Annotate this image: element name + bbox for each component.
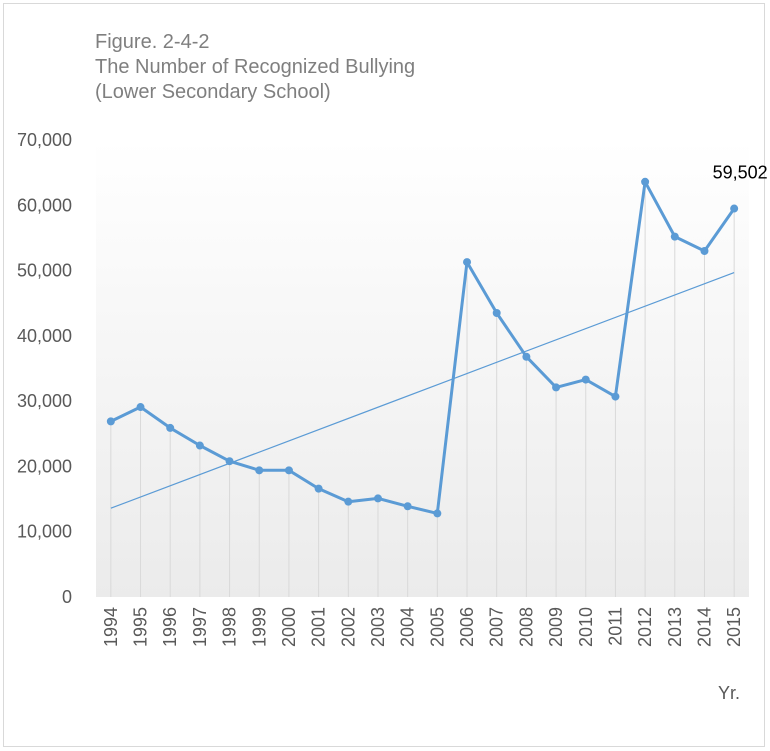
data-point	[700, 246, 709, 255]
data-point	[433, 509, 442, 518]
data-point	[344, 497, 353, 506]
data-point	[284, 466, 293, 475]
data-point	[195, 441, 204, 450]
x-tick-label: 2014	[694, 607, 714, 647]
data-point	[403, 502, 412, 511]
y-tick-label: 70,000	[17, 130, 72, 150]
data-point	[730, 204, 739, 213]
x-tick-label: 2008	[516, 607, 536, 647]
chart-title: Figure. 2-4-2 The Number of Recognized B…	[95, 30, 415, 105]
data-point	[641, 177, 650, 186]
x-tick-label: 1997	[190, 607, 210, 647]
plot-area	[96, 140, 749, 597]
y-tick-label: 0	[62, 587, 72, 607]
data-point	[373, 494, 382, 503]
x-tick-label: 2015	[724, 607, 744, 647]
x-tick-label: 2007	[487, 607, 507, 647]
y-tick-label: 10,000	[17, 522, 72, 542]
y-tick-label: 60,000	[17, 195, 72, 215]
x-tick-label: 2001	[309, 607, 329, 647]
data-point	[225, 457, 234, 466]
figure-number: Figure. 2-4-2	[95, 31, 210, 53]
x-tick-label: 2013	[665, 607, 685, 647]
x-tick-label: 2003	[368, 607, 388, 647]
x-tick-label: 1995	[131, 607, 151, 647]
data-point	[463, 258, 472, 267]
title-main: The Number of Recognized Bullying	[95, 56, 416, 78]
x-tick-label: 1998	[220, 607, 240, 647]
data-point	[136, 403, 145, 412]
x-tick-label: 2005	[427, 607, 447, 647]
data-point	[314, 484, 323, 493]
x-tick-label: 2009	[546, 607, 566, 647]
data-point	[106, 417, 115, 426]
y-tick-label: 40,000	[17, 326, 72, 346]
data-point	[611, 392, 620, 401]
trend-line	[110, 271, 735, 509]
data-point	[581, 375, 590, 384]
data-point	[492, 309, 501, 318]
data-point	[552, 383, 561, 392]
x-axis-unit: Yr.	[718, 683, 741, 703]
x-tick-label: 2011	[605, 607, 625, 646]
title-subtitle: (Lower Secondary School)	[95, 81, 331, 103]
data-point	[255, 466, 264, 475]
y-tick-label: 30,000	[17, 391, 72, 411]
data-label: 59,502	[713, 163, 768, 183]
y-tick-label: 50,000	[17, 261, 72, 281]
data-point	[670, 232, 679, 241]
x-tick-label: 2012	[635, 607, 655, 647]
data-point	[166, 423, 175, 432]
x-tick-label: 2000	[279, 607, 299, 647]
x-tick-label: 1996	[160, 607, 180, 647]
x-tick-label: 1999	[249, 607, 269, 647]
y-tick-label: 20,000	[17, 456, 72, 476]
x-tick-label: 2010	[576, 607, 596, 647]
x-tick-label: 2004	[398, 607, 418, 647]
series-line	[110, 180, 736, 515]
x-tick-label: 2006	[457, 607, 477, 647]
x-tick-label: 1994	[101, 607, 121, 647]
data-point	[522, 352, 531, 361]
x-tick-label: 2002	[338, 607, 358, 647]
